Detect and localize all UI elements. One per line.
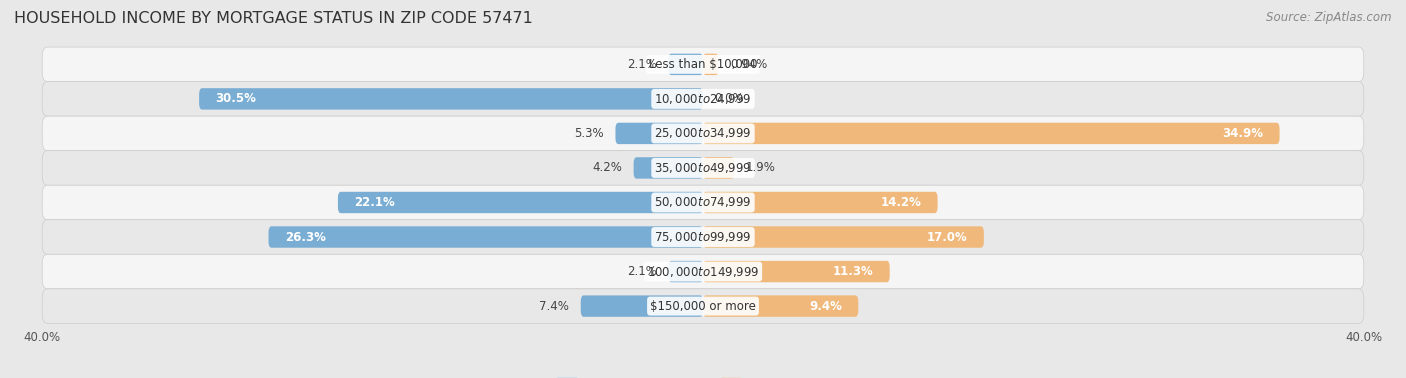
FancyBboxPatch shape <box>42 47 1364 82</box>
FancyBboxPatch shape <box>703 226 984 248</box>
Text: 0.94%: 0.94% <box>730 58 768 71</box>
FancyBboxPatch shape <box>42 116 1364 151</box>
FancyBboxPatch shape <box>703 123 1279 144</box>
FancyBboxPatch shape <box>703 295 858 317</box>
FancyBboxPatch shape <box>703 192 938 213</box>
Text: 26.3%: 26.3% <box>285 231 326 243</box>
Text: 34.9%: 34.9% <box>1222 127 1263 140</box>
Text: $10,000 to $24,999: $10,000 to $24,999 <box>654 92 752 106</box>
Text: 30.5%: 30.5% <box>215 92 256 105</box>
FancyBboxPatch shape <box>42 82 1364 116</box>
FancyBboxPatch shape <box>616 123 703 144</box>
Text: 17.0%: 17.0% <box>927 231 967 243</box>
FancyBboxPatch shape <box>581 295 703 317</box>
FancyBboxPatch shape <box>269 226 703 248</box>
FancyBboxPatch shape <box>42 289 1364 323</box>
Text: 1.9%: 1.9% <box>747 161 776 175</box>
FancyBboxPatch shape <box>200 88 703 110</box>
FancyBboxPatch shape <box>42 254 1364 289</box>
FancyBboxPatch shape <box>703 261 890 282</box>
FancyBboxPatch shape <box>634 157 703 179</box>
Text: 2.1%: 2.1% <box>627 58 657 71</box>
Text: 2.1%: 2.1% <box>627 265 657 278</box>
Text: Less than $10,000: Less than $10,000 <box>648 58 758 71</box>
Text: 0.0%: 0.0% <box>714 92 744 105</box>
Text: 9.4%: 9.4% <box>808 300 842 313</box>
FancyBboxPatch shape <box>703 54 718 75</box>
FancyBboxPatch shape <box>703 157 734 179</box>
Text: $100,000 to $149,999: $100,000 to $149,999 <box>647 265 759 279</box>
FancyBboxPatch shape <box>668 261 703 282</box>
Text: 11.3%: 11.3% <box>832 265 873 278</box>
Text: $150,000 or more: $150,000 or more <box>650 300 756 313</box>
FancyBboxPatch shape <box>42 220 1364 254</box>
Text: 7.4%: 7.4% <box>540 300 569 313</box>
Text: 5.3%: 5.3% <box>574 127 605 140</box>
Text: $50,000 to $74,999: $50,000 to $74,999 <box>654 195 752 209</box>
Text: HOUSEHOLD INCOME BY MORTGAGE STATUS IN ZIP CODE 57471: HOUSEHOLD INCOME BY MORTGAGE STATUS IN Z… <box>14 11 533 26</box>
Text: $35,000 to $49,999: $35,000 to $49,999 <box>654 161 752 175</box>
Text: 14.2%: 14.2% <box>880 196 921 209</box>
FancyBboxPatch shape <box>42 185 1364 220</box>
Text: 4.2%: 4.2% <box>592 161 621 175</box>
FancyBboxPatch shape <box>337 192 703 213</box>
Legend: Without Mortgage, With Mortgage: Without Mortgage, With Mortgage <box>551 373 855 378</box>
FancyBboxPatch shape <box>668 54 703 75</box>
Text: 22.1%: 22.1% <box>354 196 395 209</box>
Text: $75,000 to $99,999: $75,000 to $99,999 <box>654 230 752 244</box>
FancyBboxPatch shape <box>42 151 1364 185</box>
Text: $25,000 to $34,999: $25,000 to $34,999 <box>654 126 752 140</box>
Text: Source: ZipAtlas.com: Source: ZipAtlas.com <box>1267 11 1392 24</box>
